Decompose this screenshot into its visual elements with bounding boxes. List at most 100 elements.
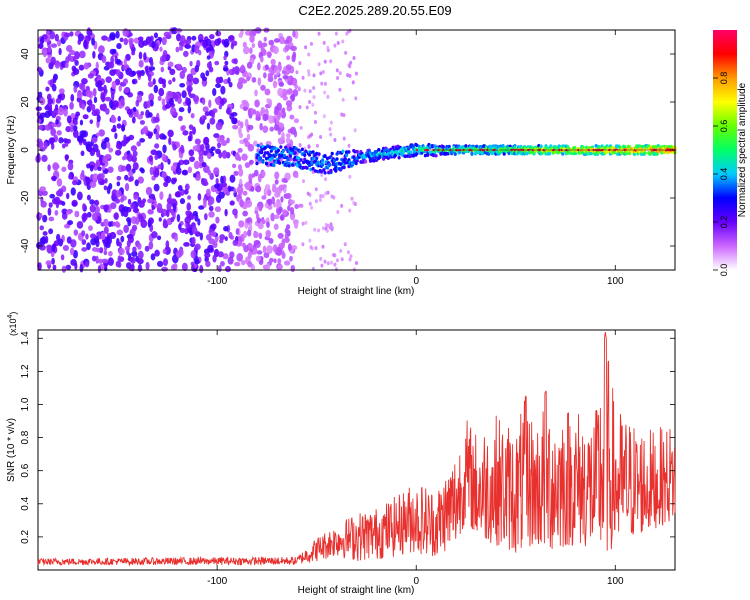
spectrogram-cell (66, 138, 71, 144)
spectrogram-cell (190, 113, 195, 119)
spectrogram-cell (220, 175, 224, 184)
spectrogram-cell (188, 81, 193, 87)
spectrogram-cell (67, 220, 74, 226)
spectrogram-cell (285, 133, 291, 138)
spectrogram-cell (204, 213, 208, 221)
spectrogram-cell (232, 208, 238, 216)
spectrogram-cell (352, 200, 356, 205)
spectrogram-cell (169, 97, 174, 106)
spectrogram-cell (93, 199, 100, 207)
spectrogram-cell (116, 58, 122, 65)
spectrogram-cell (147, 209, 152, 215)
spectrogram-y-label: Frequency (Hz) (6, 116, 17, 185)
spectrogram-cell (312, 95, 316, 100)
spectrogram-cell (284, 237, 290, 243)
spectrogram-cell (325, 228, 329, 233)
spectrogram-cell (76, 220, 84, 229)
spectrogram-cell (187, 87, 192, 97)
spectrogram-cell (42, 231, 48, 236)
spectrogram-cell (289, 255, 293, 262)
spectrogram-cell (76, 91, 83, 99)
spectrogram-cell (85, 90, 92, 98)
spectrogram-cell (346, 73, 350, 78)
spectrogram-cell (187, 166, 193, 174)
spectrogram-cell (229, 251, 235, 259)
spectrogram-cell (189, 60, 193, 67)
spectrogram-cell (52, 264, 57, 270)
spectrogram-cell (110, 116, 117, 124)
spectrogram-cell (86, 27, 91, 35)
spectrogram-cell (220, 98, 225, 107)
spectrogram-cell (145, 65, 149, 75)
spectrogram-cell (186, 73, 194, 83)
spectrogram-cell (65, 61, 69, 69)
spectrogram-cell (192, 126, 196, 135)
spectrogram-cell (328, 127, 332, 132)
spectrogram-cell (264, 184, 271, 191)
spectrogram-cell (635, 144, 639, 148)
spectrogram-cell (343, 242, 347, 247)
spectrogram-cell (348, 28, 352, 33)
spectrogram-cell (86, 146, 93, 153)
spectrogram-cell (232, 239, 238, 246)
spectrogram-cell (573, 146, 577, 150)
spectrogram-cell (117, 115, 121, 122)
spectrogram-cell (110, 92, 115, 100)
spectrogram-cell (260, 148, 264, 152)
spectrogram-cell (333, 43, 337, 48)
spectrogram-cell (215, 83, 222, 89)
spectrogram-cell (211, 113, 215, 119)
spectrogram-cell (272, 46, 279, 55)
spectrogram-cell (203, 136, 210, 145)
spectrogram-cell (251, 76, 257, 83)
snr-y-tick-label: 0.2 (20, 530, 31, 544)
spectrogram-cell (207, 169, 212, 176)
spectrogram-cell (255, 161, 259, 166)
spectrogram-cell (39, 112, 47, 118)
spectrogram-cell (199, 264, 204, 274)
spectrogram-cell (139, 137, 146, 143)
spectrogram-cell (91, 37, 96, 46)
spectrogram-cell (209, 33, 215, 40)
spectrogram-cell (165, 240, 170, 249)
spectrogram-cell (125, 136, 131, 142)
spectrogram-cell (297, 87, 301, 92)
spectrogram-cell (281, 251, 286, 259)
spectrogram-cell (186, 222, 191, 229)
spectrogram-cell (326, 223, 330, 228)
spectrogram-cell (219, 261, 225, 267)
spectrogram-cell (266, 245, 273, 254)
spectrogram-cell (112, 48, 117, 54)
spectrogram-cell (273, 109, 279, 116)
spectrogram-cell (434, 153, 438, 158)
spectrogram-cell (262, 125, 269, 133)
spectrogram-cell (184, 39, 192, 45)
spectrogram-cell (348, 257, 352, 262)
spectrogram-cell (51, 257, 55, 265)
spectrogram-cell (108, 147, 114, 153)
spectrogram-cell (126, 108, 133, 115)
spectrogram-cell (224, 208, 228, 217)
spectrogram-cell (138, 59, 144, 68)
spectrogram-cell (230, 43, 234, 50)
spectrogram-cell (111, 80, 117, 90)
spectrogram-cell (339, 248, 343, 253)
spectrogram-cell (132, 150, 138, 157)
spectrogram-cell (100, 231, 106, 241)
spectrogram-cell (148, 93, 155, 102)
spectrogram-cell (273, 258, 277, 264)
spectrogram-cell (241, 153, 248, 161)
spectrogram-cell (280, 214, 284, 221)
spectrogram-cell (119, 37, 124, 43)
spectrogram-cell (270, 212, 275, 222)
spectrogram-cell (269, 126, 275, 132)
spectrogram-cell (187, 195, 192, 200)
spectrogram-cell (342, 136, 346, 141)
spectrogram-cell (49, 30, 56, 40)
spectrogram-cell (295, 174, 299, 179)
spectrogram-cell (504, 149, 509, 154)
spectrogram-cell (127, 198, 132, 205)
spectrogram-cell (329, 59, 333, 64)
spectrogram-cell (126, 153, 134, 162)
spectrogram-cell (447, 144, 451, 149)
